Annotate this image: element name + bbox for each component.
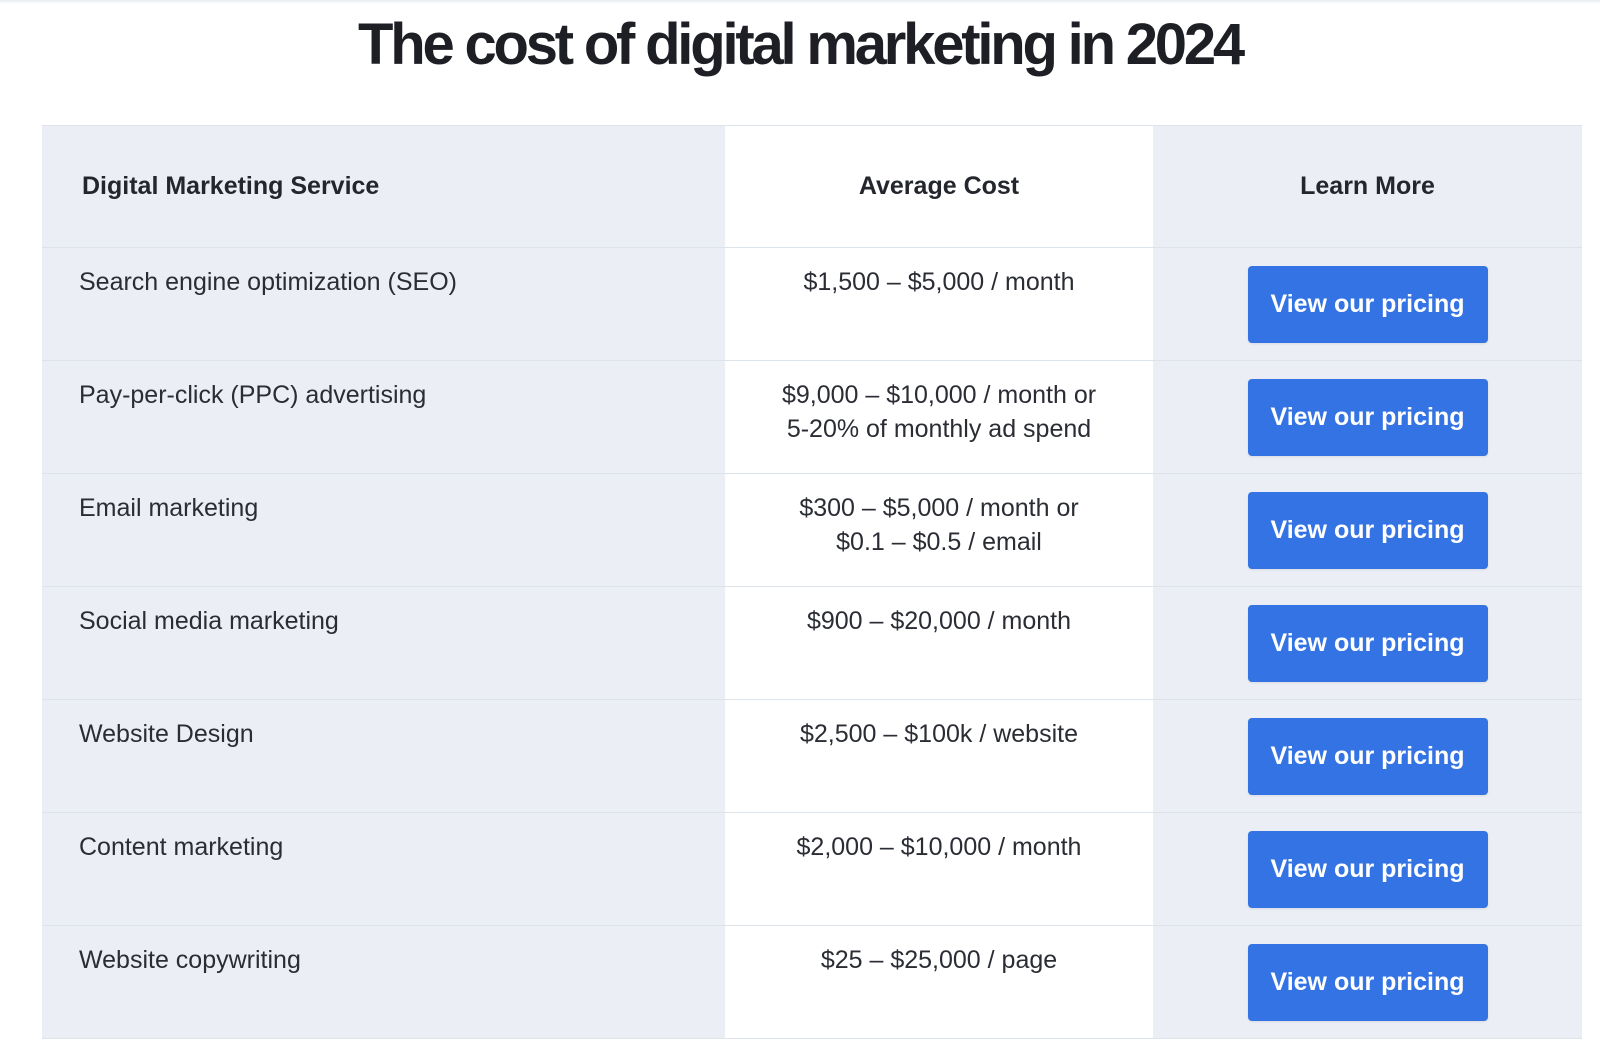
- service-name: Website Design: [42, 699, 725, 813]
- average-cost: $25 – $25,000 / page: [725, 925, 1153, 1039]
- average-cost: $300 – $5,000 / month or $0.1 – $0.5 / e…: [725, 473, 1153, 587]
- header-average-cost: Average Cost: [725, 125, 1153, 248]
- service-name: Social media marketing: [42, 586, 725, 700]
- view-pricing-button[interactable]: View our pricing: [1247, 717, 1488, 795]
- table-row: Email marketing $300 – $5,000 / month or…: [42, 473, 1582, 587]
- view-pricing-button[interactable]: View our pricing: [1247, 378, 1488, 456]
- table-row: Search engine optimization (SEO) $1,500 …: [42, 247, 1582, 361]
- cost-line: 5-20% of monthly ad spend: [786, 415, 1092, 443]
- pricing-table: Digital Marketing Service Average Cost L…: [42, 125, 1582, 1039]
- service-name: Pay-per-click (PPC) advertising: [42, 360, 725, 474]
- view-pricing-button[interactable]: View our pricing: [1247, 943, 1488, 1021]
- top-divider: [0, 0, 1600, 4]
- service-name: Website copywriting: [42, 925, 725, 1039]
- cost-line: $25 – $25,000 / page: [820, 946, 1058, 974]
- cost-line: $300 – $5,000 / month or: [799, 494, 1079, 522]
- cost-line: $0.1 – $0.5 / email: [836, 528, 1042, 556]
- average-cost: $2,000 – $10,000 / month: [725, 812, 1153, 926]
- cost-line: $900 – $20,000 / month: [806, 607, 1072, 635]
- learn-more-cell: View our pricing: [1153, 812, 1582, 926]
- view-pricing-button[interactable]: View our pricing: [1247, 491, 1488, 569]
- cost-line: $9,000 – $10,000 / month or: [781, 381, 1097, 409]
- table-row: Website copywriting $25 – $25,000 / page…: [42, 925, 1582, 1039]
- learn-more-cell: View our pricing: [1153, 247, 1582, 361]
- cost-line: $2,500 – $100k / website: [800, 720, 1078, 748]
- view-pricing-button[interactable]: View our pricing: [1247, 604, 1488, 682]
- average-cost: $1,500 – $5,000 / month: [725, 247, 1153, 361]
- service-name: Search engine optimization (SEO): [42, 247, 725, 361]
- learn-more-cell: View our pricing: [1153, 586, 1582, 700]
- cost-line: $1,500 – $5,000 / month: [803, 268, 1075, 296]
- service-name: Content marketing: [42, 812, 725, 926]
- table-row: Pay-per-click (PPC) advertising $9,000 –…: [42, 360, 1582, 474]
- view-pricing-button[interactable]: View our pricing: [1247, 265, 1488, 343]
- table-row: Social media marketing $900 – $20,000 / …: [42, 586, 1582, 700]
- view-pricing-button[interactable]: View our pricing: [1247, 830, 1488, 908]
- service-name: Email marketing: [42, 473, 725, 587]
- table-row: Content marketing $2,000 – $10,000 / mon…: [42, 812, 1582, 926]
- table-header-row: Digital Marketing Service Average Cost L…: [42, 125, 1582, 248]
- learn-more-cell: View our pricing: [1153, 360, 1582, 474]
- header-service: Digital Marketing Service: [42, 125, 725, 248]
- learn-more-cell: View our pricing: [1153, 925, 1582, 1039]
- page-title: The cost of digital marketing in 2024: [358, 12, 1245, 77]
- learn-more-cell: View our pricing: [1153, 699, 1582, 813]
- average-cost: $2,500 – $100k / website: [725, 699, 1153, 813]
- table-row: Website Design $2,500 – $100k / website …: [42, 699, 1582, 813]
- header-learn-more: Learn More: [1153, 125, 1582, 248]
- average-cost: $9,000 – $10,000 / month or 5-20% of mon…: [725, 360, 1153, 474]
- learn-more-cell: View our pricing: [1153, 473, 1582, 587]
- cost-line: $2,000 – $10,000 / month: [796, 833, 1082, 861]
- average-cost: $900 – $20,000 / month: [725, 586, 1153, 700]
